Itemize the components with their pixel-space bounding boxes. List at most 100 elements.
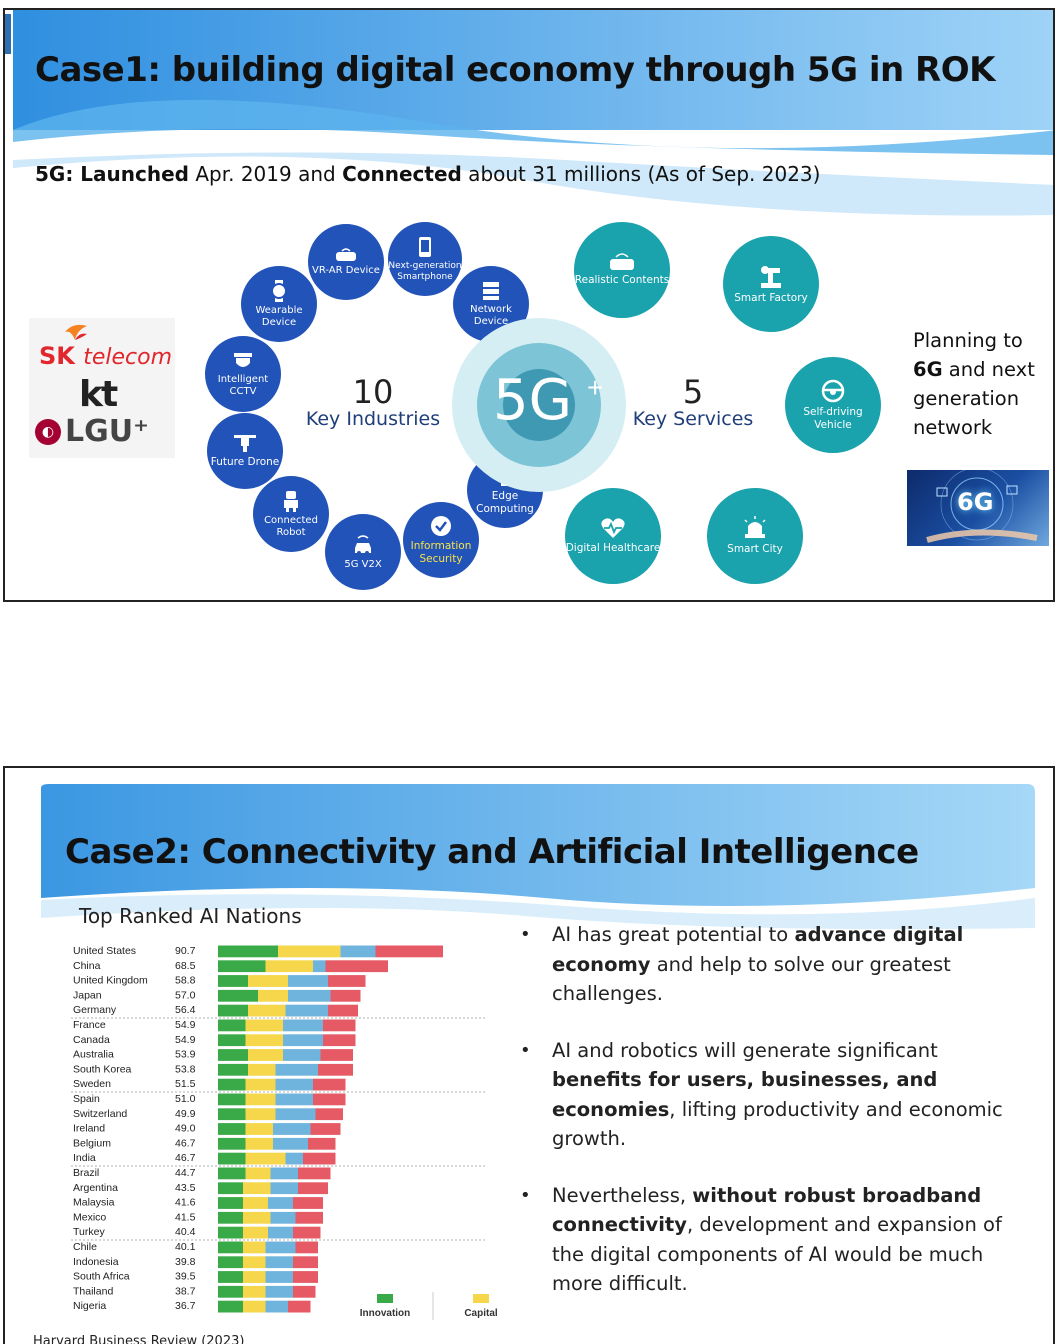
bar-segment-data	[375, 945, 443, 958]
bar-segment-capital	[243, 1300, 266, 1313]
bar-segment-innovation	[218, 1019, 246, 1032]
legend-label: Innovation	[360, 1308, 411, 1319]
bar-segment-rules	[275, 1063, 318, 1076]
country-label: Mexico	[73, 1211, 106, 1223]
industry-network-device: Network Device	[453, 266, 529, 342]
bar-segment-data	[313, 1093, 346, 1106]
bar-segment-rules	[273, 1137, 308, 1150]
total-score-label: 54.9	[175, 1019, 196, 1031]
bar-segment-rules	[288, 975, 328, 987]
bar-segment-data	[295, 1211, 323, 1224]
service-smart-city: Smart City	[707, 488, 803, 584]
total-score-label: 49.9	[175, 1108, 196, 1120]
total-score-label: 57.0	[175, 989, 196, 1001]
bar-segment-innovation	[218, 1285, 243, 1298]
6g-label: 6G	[957, 488, 994, 516]
total-score-label: 49.0	[175, 1123, 196, 1135]
bar-segment-data	[325, 960, 388, 973]
5g-center-label: 5G	[493, 368, 573, 433]
bar-segment-rules	[288, 989, 331, 1002]
country-label: South Africa	[73, 1271, 130, 1283]
bar-segment-rules	[285, 1152, 303, 1165]
bar-segment-data	[293, 1197, 323, 1209]
country-label: Switzerland	[73, 1108, 127, 1120]
legend-label: Capital	[464, 1308, 498, 1319]
total-score-label: 40.4	[175, 1226, 196, 1238]
bar-segment-data	[323, 1019, 356, 1032]
carrier-logos: SK telecom kt ◐ LGU⁺	[29, 318, 175, 458]
bar-segment-capital	[248, 1004, 286, 1017]
bar-segment-innovation	[218, 960, 266, 973]
bar-segment-data	[293, 1285, 316, 1298]
bar-segment-data	[315, 1108, 343, 1121]
service-self-driving-vehicle: Self-driving Vehicle	[785, 357, 881, 453]
vr-headset-icon	[336, 248, 356, 261]
total-score-label: 41.6	[175, 1197, 196, 1209]
bar-segment-capital	[245, 1078, 276, 1091]
bar-segment-capital	[248, 1063, 276, 1076]
bar-segment-capital	[243, 1271, 266, 1283]
bar-segment-rules	[283, 1019, 323, 1032]
bar-segment-data	[293, 1271, 318, 1283]
bar-segment-data	[298, 1167, 331, 1180]
bar-segment-innovation	[218, 945, 278, 958]
smartphone-icon	[419, 237, 431, 258]
country-label: Germany	[73, 1004, 117, 1016]
bar-segment-rules	[285, 1004, 328, 1017]
vr-headset-icon	[610, 253, 634, 271]
country-label: Indonesia	[73, 1256, 119, 1268]
bar-segment-innovation	[218, 1063, 248, 1076]
bar-segment-data	[313, 1078, 346, 1091]
chart-source: Harvard Business Review (2023)	[33, 1334, 245, 1344]
ai-nations-chart: United States 90.7 China 68.5 United Kingdom…	[71, 945, 498, 1320]
drone-icon	[234, 435, 256, 453]
bar-segment-data	[328, 975, 366, 987]
launch-info: 5G: Launched Apr. 2019 and Connected abo…	[35, 162, 821, 186]
total-score-label: 58.8	[175, 975, 196, 987]
bar-segment-capital	[245, 1152, 286, 1165]
bar-segment-data	[303, 1152, 336, 1165]
bar-segment-rules	[265, 1256, 293, 1269]
bar-segment-capital	[243, 1226, 268, 1239]
bar-segment-innovation	[218, 975, 248, 987]
watch-icon	[271, 280, 287, 302]
slide-5g-case: Case1: building digital economy through …	[3, 8, 1055, 602]
country-label: Turkey	[73, 1226, 105, 1238]
bar-segment-capital	[245, 1167, 271, 1180]
country-label: Ireland	[73, 1123, 105, 1135]
robot-icon	[284, 491, 298, 512]
country-label: France	[73, 1019, 106, 1031]
bar-segment-rules	[265, 1300, 288, 1313]
legend-swatch-capital	[473, 1294, 489, 1303]
key-industries-count: 10 Key Industries	[305, 373, 441, 430]
bar-segment-rules	[313, 960, 326, 973]
total-score-label: 39.8	[175, 1256, 196, 1268]
lg-face-icon: ◐	[35, 418, 61, 445]
bar-segment-innovation	[218, 1241, 243, 1254]
bar-segment-rules	[275, 1108, 316, 1121]
country-label: Brazil	[73, 1167, 99, 1179]
siren-icon	[744, 516, 766, 539]
bar-segment-innovation	[218, 1078, 246, 1091]
cctv-icon	[234, 353, 252, 367]
bar-segment-rules	[265, 1285, 293, 1298]
total-score-label: 41.5	[175, 1211, 196, 1223]
legend-swatch-innovation	[377, 1294, 393, 1303]
chart-title: Top Ranked AI Nations	[79, 904, 302, 928]
bar-segment-innovation	[218, 1211, 243, 1224]
bar-segment-data	[295, 1241, 318, 1254]
bar-segment-rules	[270, 1211, 296, 1224]
bar-segment-capital	[258, 989, 288, 1002]
service-digital-healthcare: Digital Healthcare	[565, 488, 661, 584]
country-label: Thailand	[73, 1285, 113, 1297]
country-label: South Korea	[73, 1063, 132, 1075]
bar-segment-innovation	[218, 1256, 243, 1269]
service-realistic-contents: Realistic Contents	[574, 222, 670, 318]
sk-butterfly-icon	[65, 324, 87, 340]
total-score-label: 39.5	[175, 1271, 196, 1283]
bar-segment-innovation	[218, 1182, 243, 1195]
total-score-label: 51.0	[175, 1093, 196, 1105]
slide-title: Case1: building digital economy through …	[35, 50, 995, 90]
server-icon	[483, 282, 499, 300]
bar-segment-capital	[243, 1285, 266, 1298]
